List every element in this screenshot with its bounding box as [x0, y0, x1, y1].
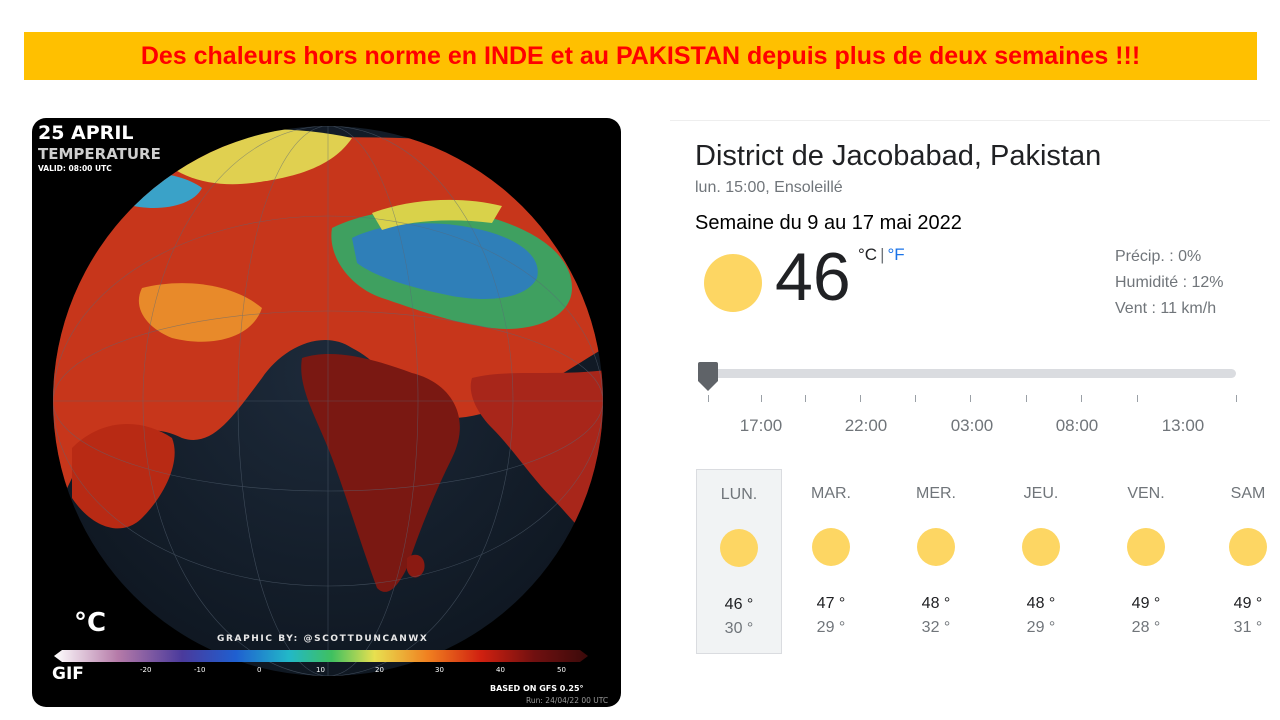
hour-label: 17:00	[739, 416, 783, 435]
hour-tick	[860, 395, 861, 402]
sun-icon	[1127, 528, 1165, 566]
day-name: SAM	[1230, 485, 1266, 502]
scale-tick: 40	[496, 666, 505, 674]
hour-tick	[1236, 395, 1237, 402]
temperature-map: -20 -10 0 10 20 30 40 50 25 APRIL TEMPER…	[32, 118, 621, 707]
day-name: LUN.	[720, 486, 758, 503]
time-condition: lun. 15:00, Ensoleillé	[695, 179, 843, 196]
day-name: JEU.	[1023, 485, 1059, 502]
land-highlands	[352, 223, 538, 299]
temperature-color-scale	[54, 650, 588, 662]
day-forecast-mar[interactable]: MAR. 47 ° 29 °	[789, 469, 873, 652]
current-temperature: 46	[775, 239, 851, 315]
day-forecast-lun[interactable]: LUN. 46 ° 30 °	[696, 469, 782, 654]
wind: Vent : 11 km/h	[1115, 300, 1217, 317]
hourly-slider-track[interactable]	[700, 369, 1236, 378]
hour-tick	[970, 395, 971, 402]
scale-tick-labels: -20 -10 0 10 20 30 40 50	[140, 666, 566, 674]
scale-tick: 50	[557, 666, 566, 674]
day-forecast-jeu[interactable]: JEU. 48 ° 29 °	[999, 469, 1083, 652]
sun-icon	[1022, 528, 1060, 566]
sun-icon	[1229, 528, 1267, 566]
weather-card: District de Jacobabad, Pakistan lun. 15:…	[670, 118, 1270, 678]
sun-icon	[720, 529, 758, 567]
day-high: 49 °	[1131, 595, 1161, 612]
hour-tick	[1081, 395, 1082, 402]
map-valid-time: VALID: 08:00 UTC	[38, 164, 112, 173]
day-name: VEN.	[1127, 485, 1165, 502]
map-model-basis: BASED ON GFS 0.25°	[490, 684, 584, 693]
day-low: 31 °	[1233, 619, 1263, 636]
day-high: 48 °	[921, 595, 951, 612]
land-india	[301, 353, 460, 592]
hour-tick	[1026, 395, 1027, 402]
day-name: MAR.	[811, 485, 851, 502]
celsius-unit[interactable]: °C	[858, 245, 878, 264]
hour-label: 08:00	[1055, 416, 1099, 435]
scale-tick: 20	[375, 666, 384, 674]
day-low: 29 °	[1026, 619, 1056, 636]
weather-details: Précip. : 0% Humidité : 12% Vent : 11 km…	[1115, 244, 1224, 322]
globe-graphic: -20 -10 0 10 20 30 40 50	[53, 126, 603, 676]
day-high: 47 °	[816, 595, 846, 612]
card-divider	[670, 120, 1270, 121]
map-unit: °C	[74, 608, 107, 638]
gif-badge: GIF	[52, 664, 84, 684]
day-forecast-sam[interactable]: SAM 49 ° 31 °	[1206, 469, 1270, 652]
unit-toggle: °C | °F	[858, 245, 905, 265]
day-low: 29 °	[816, 619, 846, 636]
week-caption: Semaine du 9 au 17 mai 2022	[695, 212, 962, 234]
land-mountain-edge	[372, 199, 502, 230]
hour-tick	[1137, 395, 1138, 402]
day-name: MER.	[916, 485, 956, 502]
day-forecast-mer[interactable]: MER. 48 ° 32 °	[894, 469, 978, 652]
day-high: 49 °	[1233, 595, 1263, 612]
humidity: Humidité : 12%	[1115, 274, 1224, 291]
land-srilanka	[407, 554, 425, 578]
sun-icon	[812, 528, 850, 566]
day-low: 28 °	[1131, 619, 1161, 636]
hour-label: 03:00	[950, 416, 994, 435]
day-high: 48 °	[1026, 595, 1056, 612]
scale-tick: 10	[316, 666, 325, 674]
sun-icon	[917, 528, 955, 566]
hour-tick	[915, 395, 916, 402]
title-banner: Des chaleurs hors norme en INDE et au PA…	[24, 32, 1257, 80]
hour-tick	[761, 395, 762, 402]
hour-tick	[805, 395, 806, 402]
hour-label: 22:00	[844, 416, 888, 435]
location-title: District de Jacobabad, Pakistan	[695, 140, 1102, 172]
day-low: 32 °	[921, 619, 951, 636]
scale-tick: 30	[435, 666, 444, 674]
map-variable: TEMPERATURE	[38, 145, 161, 163]
day-forecast-ven[interactable]: VEN. 49 ° 28 °	[1104, 469, 1188, 652]
hour-tick	[708, 395, 709, 402]
unit-separator: |	[880, 245, 885, 264]
hour-label: 13:00	[1161, 416, 1205, 435]
scale-tick: 0	[257, 666, 261, 674]
map-date: 25 APRIL	[38, 122, 134, 144]
scale-tick: -20	[140, 666, 151, 674]
day-low: 30 °	[724, 620, 754, 637]
day-high: 46 °	[724, 596, 754, 613]
precipitation: Précip. : 0%	[1115, 248, 1202, 265]
map-credit: GRAPHIC BY: @SCOTTDUNCANWX	[217, 634, 429, 644]
scale-tick: -10	[194, 666, 205, 674]
sun-icon	[704, 254, 762, 312]
banner-title: Des chaleurs hors norme en INDE et au PA…	[140, 41, 1141, 70]
map-run-time: Run: 24/04/22 00 UTC	[526, 696, 609, 705]
fahrenheit-link[interactable]: °F	[887, 245, 905, 264]
slider-handle[interactable]	[696, 361, 720, 392]
